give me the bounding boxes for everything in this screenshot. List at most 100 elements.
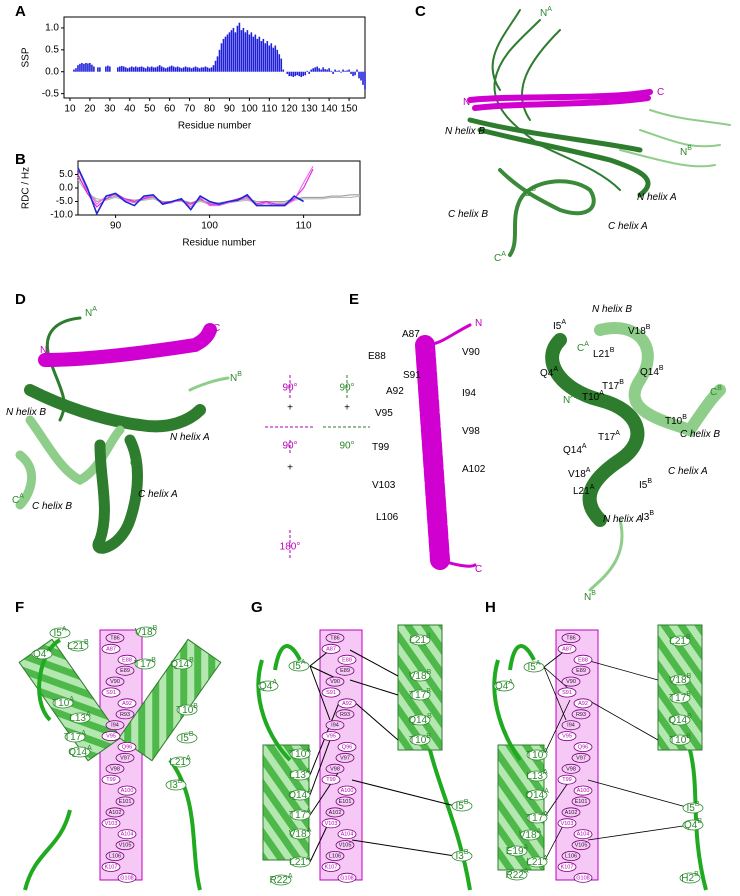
rotation-axes (265, 375, 370, 560)
residue-node (523, 661, 545, 673)
label-sup: A (508, 679, 513, 686)
label-text: T10 (526, 750, 544, 761)
label-sup: A (536, 660, 541, 667)
label: A102 (462, 464, 486, 475)
label-text: I5 (686, 803, 695, 814)
residue-label: E88 (122, 657, 132, 663)
label-text: L21 (526, 857, 543, 868)
bar (316, 66, 318, 72)
bar (248, 34, 251, 72)
bar (154, 67, 157, 72)
label-sup: B (682, 414, 687, 421)
label-text: N helix B (445, 126, 485, 137)
x-tick-label: 60 (164, 104, 176, 115)
residue-node (117, 742, 137, 753)
label: C (657, 87, 664, 98)
label: L21A (169, 755, 191, 768)
label-text: C helix B (32, 501, 72, 512)
label-sup: B (687, 713, 692, 720)
residue-label: V98 (110, 766, 120, 772)
label: V18B (409, 669, 432, 682)
bar (186, 67, 189, 72)
residue-node (49, 627, 71, 639)
bar (350, 71, 352, 74)
residue-label: V90 (566, 679, 576, 685)
residue-label: A102 (565, 810, 578, 816)
label: T10B (665, 414, 687, 427)
label-text: E19 (506, 846, 524, 857)
residue-node (117, 829, 137, 840)
label-text: S91 (403, 370, 421, 381)
plus-sign: + (287, 403, 293, 414)
label: T17A (598, 430, 620, 443)
label: T10B (409, 733, 431, 746)
bar (206, 67, 209, 72)
label: R22A (269, 873, 292, 886)
y-tick-label: 1.0 (45, 23, 59, 34)
label: N (40, 345, 47, 356)
plus-sign: + (287, 463, 293, 474)
label-text: Q4 (495, 681, 509, 692)
bar (156, 66, 159, 72)
residue-node (571, 709, 591, 720)
residue-node (289, 856, 311, 868)
y-tick-label: 0.0 (45, 66, 59, 77)
label-text: V98 (462, 426, 480, 437)
label-text: V95 (375, 408, 393, 419)
bar (126, 68, 129, 72)
label-sup: B (695, 801, 700, 808)
bar (89, 62, 91, 72)
label: V18A (568, 467, 591, 480)
label: CB (524, 186, 536, 199)
residue-label: A100 (121, 788, 134, 794)
label: I5B (455, 799, 468, 812)
label-sup: A (92, 306, 97, 313)
bar (276, 49, 279, 72)
residue-label: A102 (109, 810, 122, 816)
label-text: C helix A (668, 466, 708, 477)
bar (148, 67, 151, 72)
residue-label: V105 (119, 843, 132, 849)
label-text: T17 (409, 690, 427, 701)
label: V95 (375, 408, 393, 419)
label-text: L21 (593, 349, 610, 360)
label: Q4A (33, 647, 51, 660)
x-tick-label: 110 (261, 104, 277, 115)
residue-node (270, 874, 292, 886)
label: C helix B (448, 209, 488, 220)
label-sup: B (686, 634, 691, 641)
plot-frame (63, 16, 366, 99)
label-sup: B (237, 371, 242, 378)
x-tick-label: 50 (144, 104, 156, 115)
label-sup: A (524, 844, 529, 851)
label: NB (230, 371, 242, 384)
bar (160, 66, 163, 72)
label: T17B (669, 691, 691, 704)
label-text: I5 (639, 480, 648, 491)
label-text: L106 (376, 512, 399, 523)
label: Q4A (540, 366, 558, 379)
residue-node (289, 748, 311, 760)
panel-label: A (15, 3, 26, 20)
x-tick-label: 140 (321, 104, 338, 115)
label-sup: B (189, 731, 194, 738)
label-text: V18 (669, 675, 687, 686)
label-text: Q14 (288, 790, 307, 801)
residue-node (409, 714, 431, 726)
x-tick-label: 10 (64, 104, 76, 115)
bar (222, 38, 225, 72)
label-sup: B (659, 365, 664, 372)
residue-node (325, 851, 345, 862)
bar (296, 71, 299, 76)
label-text: I5 (292, 661, 301, 672)
residue-label: A92 (578, 701, 588, 707)
residue-node (325, 763, 345, 774)
bar (208, 68, 211, 72)
residue-node (557, 774, 577, 785)
label-sup: B (694, 871, 699, 878)
bar (136, 67, 139, 72)
bar (294, 71, 297, 77)
residue-node (337, 654, 357, 665)
label-text: Q14 (668, 715, 687, 726)
label-text: R22 (269, 875, 288, 886)
